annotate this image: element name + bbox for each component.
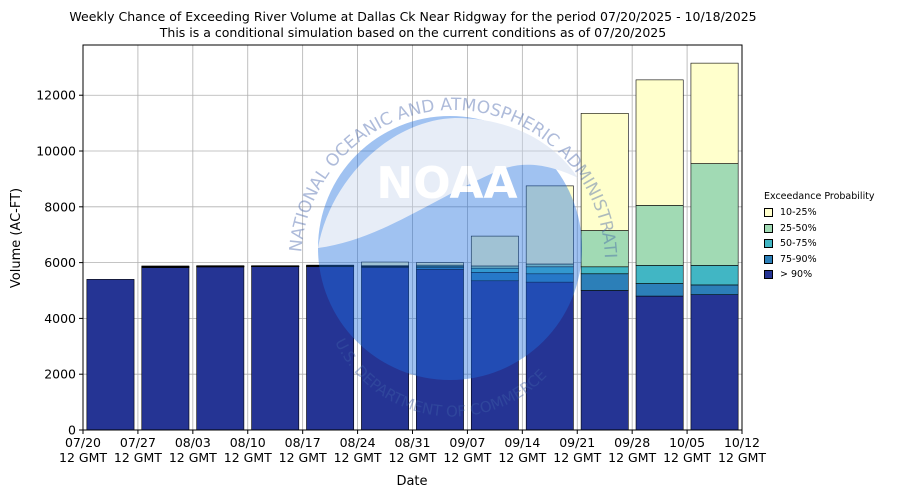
bar-segment-week-10-2550 (635, 205, 684, 266)
legend-item: 10-25% (764, 205, 875, 221)
x-tick-label: 12 GMT (443, 450, 491, 465)
legend-items: 10-25% 25-50% 50-75% 75-90% > 90% (760, 205, 875, 283)
bar-segment-week-11-90 (690, 294, 739, 431)
x-tick-label: 12 GMT (718, 450, 766, 465)
x-tick-label: 08/24 (340, 435, 376, 450)
legend-item: > 90% (764, 267, 875, 283)
y-tick-label: 12000 (36, 88, 76, 103)
bar-segment-week-11-1025 (690, 62, 739, 164)
legend-label: 50-75% (780, 238, 817, 250)
bar-segment-week-9-1025 (580, 113, 629, 231)
x-tick-label: 12 GMT (279, 450, 327, 465)
legend-label: > 90% (780, 269, 813, 281)
bar-segment-week-10-5075 (635, 265, 684, 284)
bar-segment-week-10-7590 (635, 283, 684, 297)
bar-segment-week-11-7590 (690, 284, 739, 295)
y-tick-label: 0 (68, 423, 76, 438)
legend-item: 50-75% (764, 236, 875, 252)
y-tick-label: 2000 (44, 367, 76, 382)
bar-segment-week-2-1025 (196, 265, 245, 267)
bar-segment-week-8-1025 (525, 185, 574, 265)
x-axis-label: Date (396, 474, 427, 489)
bar-segment-week-4-90 (306, 266, 355, 431)
x-tick-label: 12 GMT (663, 450, 711, 465)
x-tick-label: 10/05 (669, 435, 705, 450)
legend-title: Exceedance Probability (764, 191, 875, 202)
legend-swatch (764, 208, 773, 218)
x-tick-label: 12 GMT (224, 450, 272, 465)
bar-segment-week-10-90 (635, 295, 684, 431)
legend-item: 75-90% (764, 252, 875, 268)
x-tick-label: 12 GMT (553, 450, 601, 465)
bar-segment-week-9-7590 (580, 273, 629, 291)
bar-segment-week-0-90 (86, 279, 135, 431)
chart-title: Weekly Chance of Exceeding River Volume … (69, 9, 757, 24)
grid-lines (82, 45, 743, 431)
bar-segment-week-7-1025 (470, 235, 519, 267)
x-tick-label: 12 GMT (169, 450, 217, 465)
x-tick-label: 09/21 (559, 435, 595, 450)
x-tick-label: 08/17 (285, 435, 321, 450)
y-tick-label: 6000 (44, 255, 76, 270)
bar-segment-week-9-90 (580, 290, 629, 431)
bar-segment-week-3-90 (251, 266, 300, 431)
y-tick-label: 8000 (44, 199, 76, 214)
legend-label: 75-90% (780, 253, 817, 265)
noaa-logo-globe (318, 116, 582, 380)
bar-segment-week-5-90 (361, 267, 409, 431)
x-tick-label: 09/14 (504, 435, 540, 450)
bar-segment-week-9-5075 (580, 266, 629, 275)
legend-label: 25-50% (780, 222, 817, 234)
legend-label: 10-25% (780, 207, 817, 219)
x-tick-label: 07/20 (65, 435, 101, 450)
bars (86, 62, 739, 431)
x-tick-label: 10/12 (724, 435, 760, 450)
bar-segment-week-11-2550 (690, 163, 739, 266)
bar-segment-week-11-5075 (690, 265, 739, 286)
legend-swatch (764, 239, 773, 249)
x-tick-label: 09/07 (449, 435, 485, 450)
x-tick-label: 12 GMT (608, 450, 656, 465)
x-tick-label: 12 GMT (498, 450, 546, 465)
bar-segment-week-5-1025 (361, 261, 409, 266)
bar-segment-week-1-1025 (141, 265, 190, 267)
x-tick-label: 12 GMT (334, 450, 382, 465)
bar-segment-week-7-90 (470, 280, 519, 431)
bar-segment-week-10-1025 (635, 79, 684, 206)
legend: Exceedance Probability 10-25% 25-50% 50-75… (760, 191, 875, 283)
bar-segment-week-1-90 (141, 267, 190, 431)
bar-segment-week-6-90 (416, 269, 464, 431)
x-tick-label: 09/28 (614, 435, 650, 450)
legend-swatch (764, 254, 773, 264)
bar-segment-week-2-90 (196, 266, 245, 431)
x-tick-label: 08/03 (175, 435, 211, 450)
x-tick-label: 08/31 (394, 435, 430, 450)
x-tick-label: 12 GMT (114, 450, 162, 465)
legend-item: 25-50% (764, 221, 875, 237)
x-tick-label: 12 GMT (59, 450, 107, 465)
x-tick-label: 08/10 (230, 435, 266, 450)
y-axis-label: Volume (AC-FT) (9, 188, 24, 288)
legend-swatch (764, 270, 773, 280)
x-tick-label: 12 GMT (389, 450, 437, 465)
y-tick-label: 4000 (44, 311, 76, 326)
bar-segment-week-8-90 (525, 281, 574, 431)
noaa-logo-bird (318, 118, 578, 248)
bar-segment-week-4-1025 (306, 264, 355, 266)
y-tick-label: 10000 (36, 144, 76, 159)
chart-subtitle: This is a conditional simulation based o… (159, 25, 667, 40)
noaa-logo-text: NOAA (376, 158, 517, 209)
legend-swatch (764, 223, 773, 233)
bar-segment-week-6-1025 (416, 262, 464, 266)
bar-segment-week-3-1025 (251, 265, 300, 267)
x-tick-label: 07/27 (120, 435, 156, 450)
